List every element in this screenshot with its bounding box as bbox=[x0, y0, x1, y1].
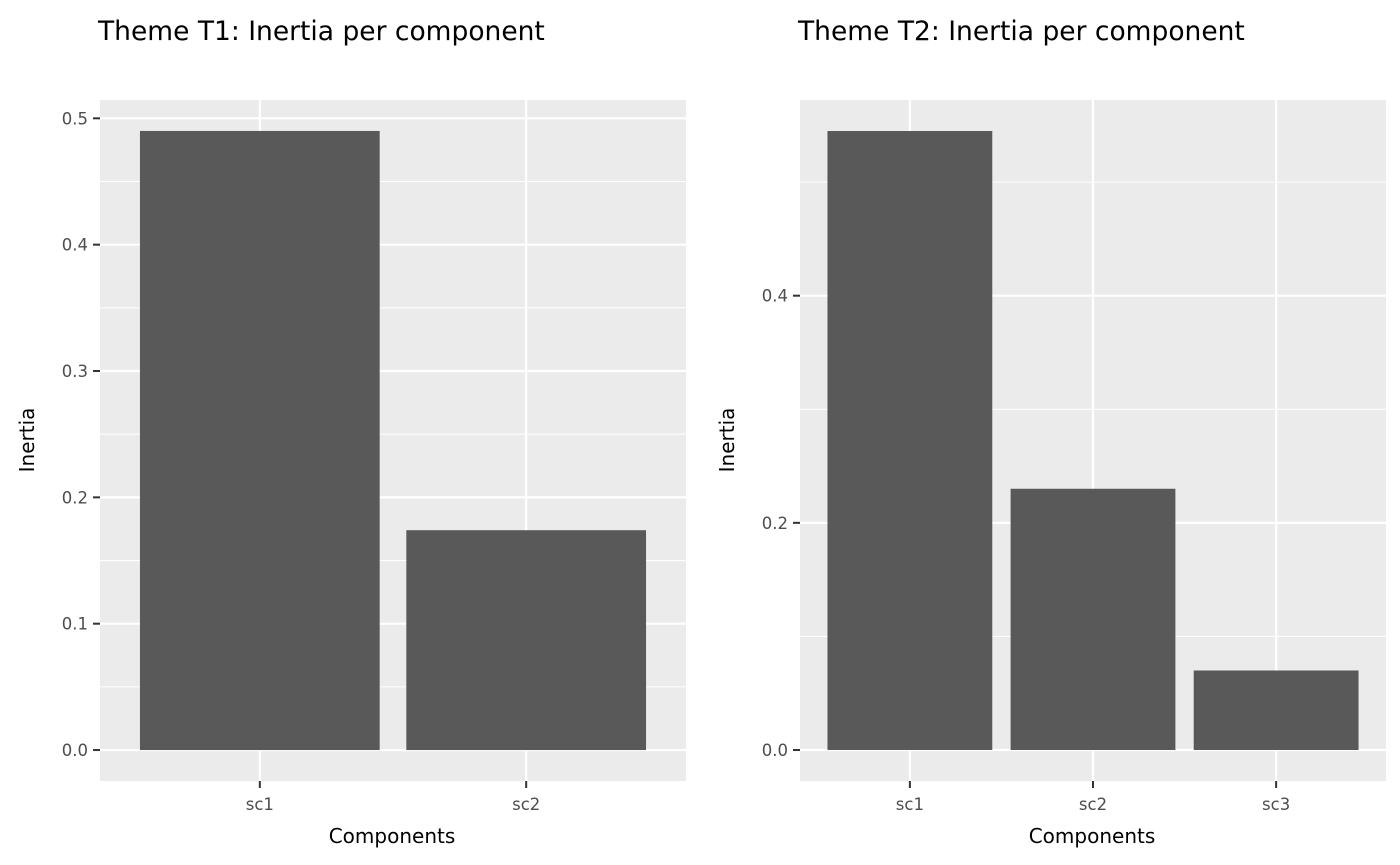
chart-title-t2: Theme T2: Inertia per component bbox=[797, 16, 1245, 47]
chart-panel-t1: Theme T1: Inertia per component 0.00.10.… bbox=[15, 16, 686, 848]
bar-sc2 bbox=[406, 530, 647, 751]
x-tick-label: sc1 bbox=[246, 795, 274, 814]
y-tick-label: 0.5 bbox=[62, 109, 88, 128]
x-axis-ticks-t2: sc1 sc2 sc3 bbox=[896, 781, 1290, 814]
y-axis-label-t1: Inertia bbox=[15, 408, 39, 473]
x-tick-label: sc3 bbox=[1262, 795, 1290, 814]
bar-sc1 bbox=[139, 130, 380, 751]
x-axis-label-t1: Components bbox=[329, 824, 456, 848]
x-tick-label: sc2 bbox=[512, 795, 540, 814]
bar-sc3 bbox=[1193, 670, 1359, 750]
y-tick-label: 0.1 bbox=[62, 615, 88, 634]
x-axis-ticks-t1: sc1 sc2 bbox=[246, 781, 540, 814]
y-tick-label: 0.0 bbox=[62, 741, 88, 760]
y-tick-label: 0.4 bbox=[762, 287, 788, 306]
x-tick-label: sc1 bbox=[896, 795, 924, 814]
y-tick-label: 0.3 bbox=[62, 362, 88, 381]
chart-title-t1: Theme T1: Inertia per component bbox=[97, 16, 545, 47]
y-tick-label: 0.0 bbox=[762, 741, 788, 760]
bar-sc1 bbox=[827, 131, 993, 750]
x-axis-label-t2: Components bbox=[1029, 824, 1156, 848]
y-tick-label: 0.2 bbox=[62, 488, 88, 507]
x-tick-label: sc2 bbox=[1079, 795, 1107, 814]
y-axis-label-t2: Inertia bbox=[715, 408, 739, 473]
y-tick-label: 0.4 bbox=[62, 236, 88, 255]
bars-t1 bbox=[139, 130, 647, 751]
bars-t2 bbox=[827, 131, 1359, 750]
bar-sc2 bbox=[1010, 488, 1176, 750]
chart-panel-t2: Theme T2: Inertia per component 0.00.20.… bbox=[715, 16, 1386, 848]
y-axis-ticks-t1: 0.0 0.1 0.2 0.3 0.4 0.5 bbox=[62, 109, 100, 760]
y-tick-label: 0.2 bbox=[762, 514, 788, 533]
y-axis-ticks-t2: 0.0 0.2 0.4 bbox=[762, 287, 800, 760]
